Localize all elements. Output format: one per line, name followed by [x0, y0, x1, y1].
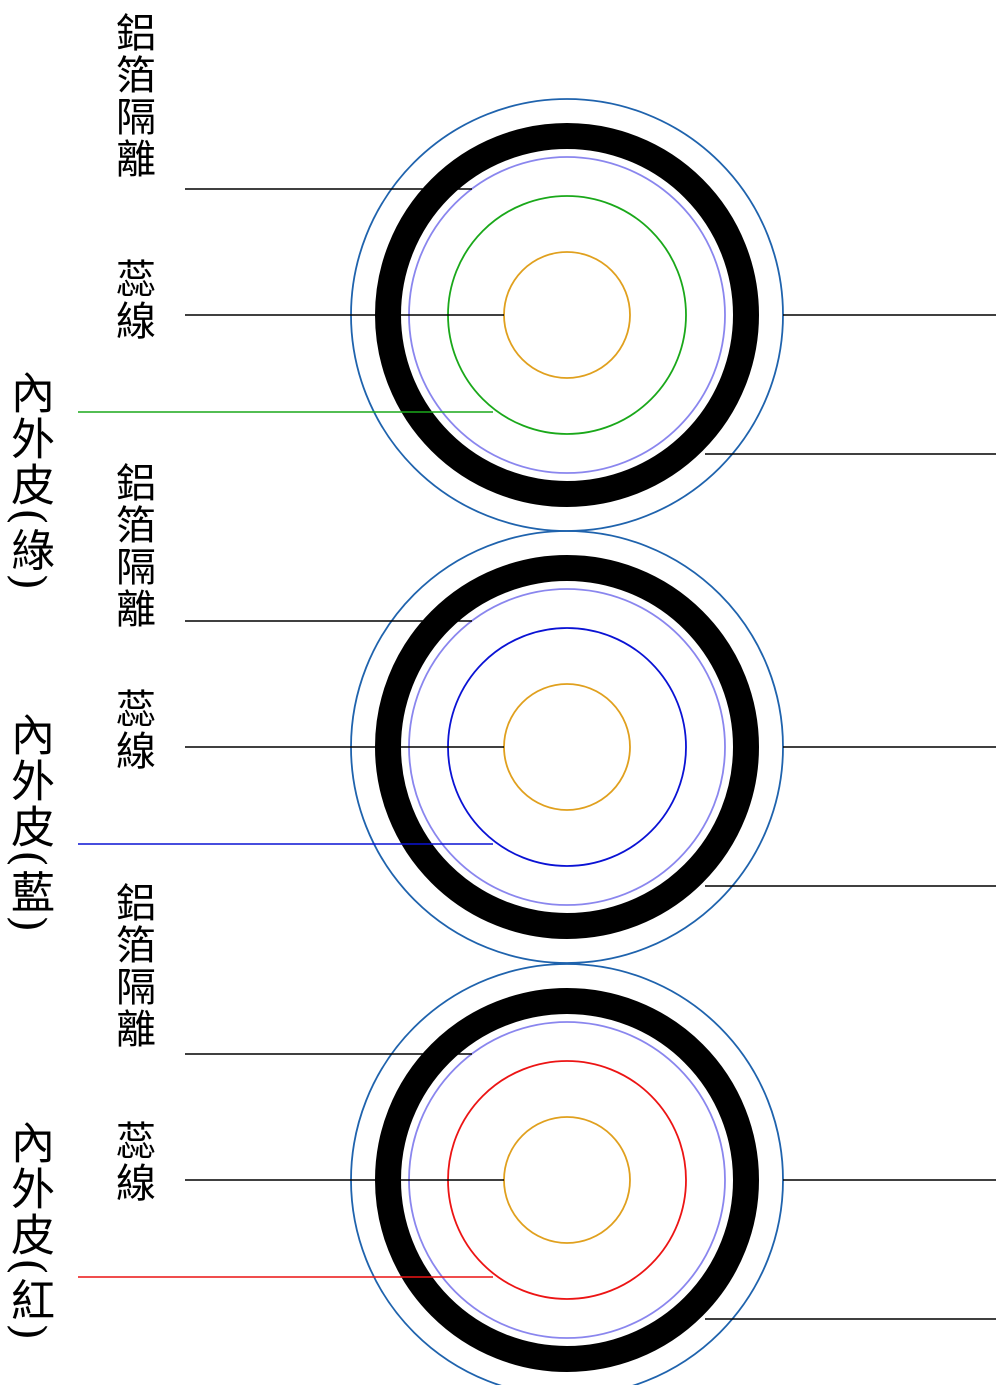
cable-1-shield-label: 鋁箔隔離 — [109, 12, 155, 180]
cable-1-core-label: 蕊線 — [109, 258, 155, 342]
cable-2-shield-label: 鋁箔隔離 — [109, 462, 155, 630]
cable-2-core-label: 蕊線 — [109, 688, 155, 772]
cable-3-shield-label: 鋁箔隔離 — [109, 882, 155, 1050]
cable-3-core-label: 蕊線 — [109, 1120, 155, 1204]
cable-2-conductor-ring — [503, 683, 631, 811]
cable-3-conductor-ring — [503, 1116, 631, 1244]
cable-3-outer-ring — [350, 963, 784, 1385]
cable-3-jacket-label: 內外皮(紅) — [3, 1120, 54, 1343]
cable-1-jacket-label: 內外皮(綠) — [3, 370, 54, 593]
cable-2-jacket-label: 內外皮(藍) — [3, 712, 54, 935]
cable-1-conductor-ring — [503, 251, 631, 379]
